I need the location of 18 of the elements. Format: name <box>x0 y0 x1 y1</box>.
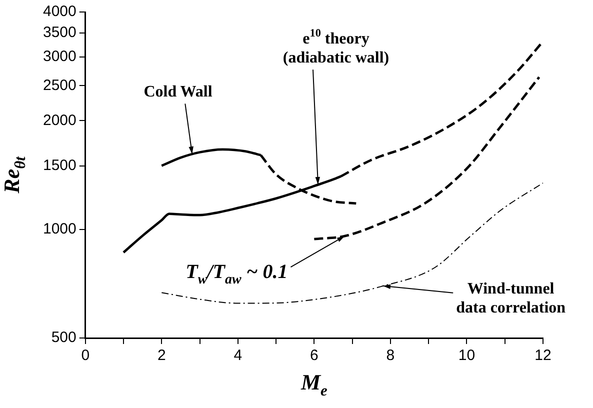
x-tick-label: 10 <box>458 347 476 364</box>
y-tick-label: 500 <box>51 329 76 346</box>
y-tick-label: 2500 <box>42 76 76 94</box>
y-tick-label: 1500 <box>42 156 76 174</box>
x-tick-label: 0 <box>81 347 90 364</box>
y-tick-label: 2000 <box>42 112 76 129</box>
x-tick-label: 6 <box>310 347 318 364</box>
annotation: Wind-tunnel data correlation <box>456 280 566 317</box>
x-tick-label: 4 <box>234 347 242 364</box>
x-tick-label: 8 <box>386 347 395 364</box>
y-tick-label: 3500 <box>42 24 76 42</box>
y-tick-label: 1000 <box>42 220 76 238</box>
x-tick-label: 2 <box>157 347 166 364</box>
y-tick-label: 3000 <box>42 48 76 66</box>
y-axis-title: Reθt <box>0 156 30 194</box>
y-tick-label: 4000 <box>42 3 76 20</box>
annotation: Cold Wall <box>144 83 213 100</box>
x-tick-label: 12 <box>534 347 552 364</box>
